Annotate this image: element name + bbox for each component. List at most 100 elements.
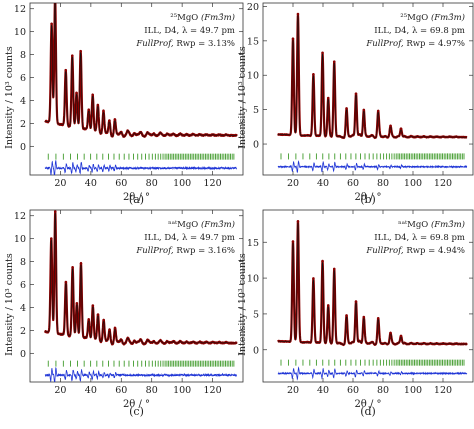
y-tick-label: 2 [20,119,26,130]
x-tick-label: 100 [404,178,422,189]
instrument-label: ILL, D4, λ = 49.7 pm [144,233,235,243]
observed-point [291,240,295,243]
y-tick-label: 15 [247,36,259,47]
y-tick-label: 4 [20,96,26,107]
observed-point [291,37,295,41]
plot-area [44,3,238,175]
y-tick-label: 12 [14,211,26,222]
y-axis-label: Intensity / 10³ counts [237,253,248,356]
y-tick-label: 20 [247,2,259,13]
y-tick-label: 0 [253,140,259,151]
sample-name: ⁿᵃᵗMgO [398,220,431,230]
plot-area [277,219,468,381]
calculated-series [277,221,467,345]
observed-point [332,267,336,271]
observed-point [399,334,403,338]
observed-point [64,280,68,284]
x-tick-label: 60 [347,385,359,396]
instrument-label: ILL, D4, λ = 69.8 pm [374,233,465,243]
observed-point [389,124,392,128]
x-tick-label: 60 [115,385,127,396]
y-axis-label: Intensity / 10³ counts [237,46,248,149]
space-group: (Fm3̄m) [431,12,465,23]
observed-point [326,304,330,307]
observed-point [332,60,336,63]
observed-point [312,277,315,280]
panel-3: 20 40 60 80 100 120 0 5 10 15 2θ / ° Intensity / 10… [237,209,474,418]
observed-point [50,237,53,240]
x-tick-label: 80 [377,178,389,189]
observed-point [96,103,100,107]
x-tick-label: 20 [287,385,299,396]
observed-point [326,96,330,100]
observed-point [376,316,380,320]
x-tick-label: 40 [317,385,329,396]
observed-point [113,326,117,330]
y-tick-label: 10 [14,27,26,38]
sample-label: ²⁵MgO (Fm3̄m) [400,12,465,23]
x-tick-label: 100 [173,385,191,396]
observed-point [79,262,83,265]
observed-point [345,107,348,110]
y-tick-label: 0 [20,349,26,360]
sample-label: ⁿᵃᵗMgO (Fm3̄m) [398,219,465,230]
observed-point [376,109,380,113]
plot-area [277,12,468,174]
x-tick-label: 80 [146,178,158,189]
observed-point [87,318,91,321]
observed-point [389,331,392,335]
panel-1: 20 40 60 80 100 120 0 5 10 15 20 2θ / ° Intensity / … [237,2,474,206]
sample-label: ²⁵MgO (Fm3̄m) [170,12,235,23]
x-tick-label: 120 [204,178,222,189]
observed-point [321,259,324,263]
fit-program: FullProf, [135,246,176,256]
fit-metric: Rwp = 3.13% [176,39,235,49]
difference-series [44,160,238,175]
sample-name: ⁿᵃᵗMgO [168,220,201,230]
y-tick-label: 8 [20,257,26,268]
observed-point [113,118,117,121]
observed-point [91,93,94,97]
difference-series [277,366,468,381]
observed-point [354,300,358,303]
x-tick-label: 120 [434,178,452,189]
observed-point [354,92,358,95]
x-axis-label: 2θ / ° [354,399,381,410]
x-tick-label: 60 [347,178,359,189]
y-tick-label: 5 [253,309,259,320]
observed-point [108,119,111,122]
observed-point [64,68,68,72]
y-tick-label: 5 [253,105,259,116]
fit-label: FullProf, Rwp = 3.13% [135,39,235,49]
y-tick-label: 10 [247,71,259,82]
y-tick-label: 4 [20,303,26,314]
panel-letter: (d) [360,405,376,418]
observed-point [96,313,100,316]
plot-area [44,210,238,382]
fit-label: FullProf, Rwp = 4.97% [365,39,465,49]
plot-frame [262,209,474,383]
instrument-label: ILL, D4, λ = 49.7 pm [144,26,235,36]
observed-point [87,108,91,112]
observed-point [321,51,324,55]
x-tick-label: 60 [115,178,127,189]
x-tick-label: 40 [85,178,97,189]
observed-point [75,302,79,305]
x-tick-label: 40 [85,385,97,396]
panel-2: 20 40 60 80 100 120 0 2 4 6 8 10 12 2θ / ° Intensity /… [4,209,244,418]
observed-point [345,314,348,317]
fit-metric: Rwp = 4.94% [406,246,465,256]
instrument-label: ILL, D4, λ = 69.8 pm [374,26,465,36]
fit-label: FullProf, Rwp = 4.94% [365,246,465,256]
observed-point [312,72,315,76]
difference-series [277,160,468,174]
x-tick-label: 20 [287,178,299,189]
observed-point [50,22,53,26]
x-axis-label: 2θ / ° [123,192,150,203]
x-tick-label: 20 [54,178,66,189]
observed-point [296,12,300,16]
y-axis-label: Intensity / 10³ counts [4,253,15,356]
fit-program: FullProf, [135,39,176,49]
y-tick-label: 0 [20,142,26,153]
observed-point [102,318,105,322]
